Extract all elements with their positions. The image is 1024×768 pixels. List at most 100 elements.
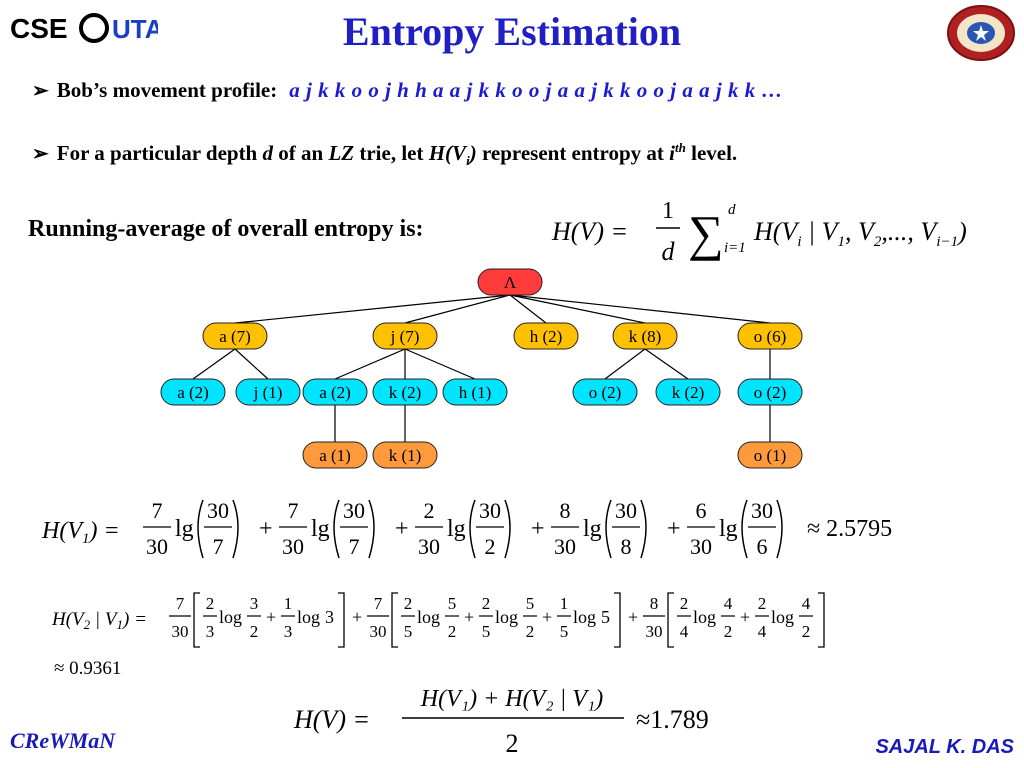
- bracket-left: [193, 592, 200, 648]
- frac-denominator: 30: [282, 534, 304, 559]
- frac-numerator: 1: [560, 594, 569, 613]
- trie-edge: [604, 348, 646, 380]
- trie-edge: [234, 294, 511, 324]
- svg-text:UTA: UTA: [112, 14, 158, 44]
- trie-node-label: k (8): [629, 327, 662, 346]
- page-title: Entropy Estimation: [342, 9, 682, 54]
- trie-node-shape: [160, 378, 226, 406]
- formula-h-v-average: H(V) = H(V₁) + H(V₂ | V₁) 2 ≈1.789: [293, 686, 709, 758]
- plus-sign: +: [266, 607, 276, 627]
- plus-sign: +: [531, 516, 545, 542]
- term-sub-i: i: [797, 234, 801, 250]
- sup-th: th: [675, 140, 686, 155]
- trie-node-shape: [737, 441, 803, 469]
- paren-right: [776, 499, 783, 559]
- lg-operator: lg: [175, 516, 194, 542]
- plus-sign: +: [464, 607, 474, 627]
- trie-edge: [234, 348, 269, 380]
- hv-den: 2: [506, 729, 519, 758]
- log-operator: log: [297, 607, 320, 627]
- frac-num: 1: [662, 198, 674, 224]
- approx-h2-result: ≈ 0.9361: [54, 658, 122, 679]
- frac-numerator: 4: [802, 594, 811, 613]
- lg-operator: lg: [719, 516, 738, 542]
- plus-sign: +: [259, 516, 273, 542]
- trie-node-label: k (2): [389, 383, 422, 402]
- hv-result: ≈1.789: [636, 705, 709, 734]
- plus-sign: +: [628, 607, 638, 627]
- trie-node-shape: [302, 441, 368, 469]
- lg-operator: lg: [447, 516, 466, 542]
- log-operator: log: [417, 607, 440, 627]
- term-sub-1: 1: [838, 234, 846, 250]
- trie-node: a (2): [160, 378, 226, 406]
- bullet-depth-definition: ➢ For a particular depth d of an LZ trie,…: [32, 140, 737, 169]
- trie-node-label: a (7): [219, 327, 251, 346]
- term-end: ): [956, 217, 967, 246]
- lz-trie: Λa (7) j (7) h (2) k (8) o (6) a (2) j (1) a (2…: [160, 268, 803, 469]
- svg-text:H(Vi | V1, V2,..., Vi−1): H(Vi | V1, V2,..., Vi−1): [753, 217, 967, 250]
- bullet-label: Bob’s movement profile:: [56, 78, 278, 102]
- log-operator: log: [219, 607, 242, 627]
- frac-denominator: 30: [172, 622, 189, 641]
- paren-right: [368, 499, 375, 559]
- paren-close: ): [469, 141, 477, 165]
- frac-numerator: 5: [526, 594, 535, 613]
- frac-denominator: 8: [621, 534, 632, 559]
- frac-denominator: 4: [680, 622, 689, 641]
- frac-numerator: 5: [448, 594, 457, 613]
- frac-denominator: 3: [206, 622, 215, 641]
- h2-lhs: H(V2 | V1) =: [51, 609, 147, 632]
- sum-top: d: [728, 202, 736, 218]
- paren-left: [197, 499, 204, 559]
- term-dots: ,..., V: [881, 217, 939, 246]
- frac-denominator: 4: [758, 622, 767, 641]
- log-operator: log: [495, 607, 518, 627]
- paren-left: [469, 499, 476, 559]
- term-sub-2: 2: [874, 234, 882, 250]
- frac-denominator: 2: [724, 622, 733, 641]
- trie-node-label: h (1): [459, 383, 492, 402]
- trie-node: j (1): [235, 378, 301, 406]
- frac-numerator: 30: [751, 498, 773, 523]
- trie-root: Λ: [477, 268, 543, 296]
- text-part: trie, let: [354, 141, 429, 165]
- trie-edge: [404, 348, 476, 380]
- trie-node-shape: [442, 378, 508, 406]
- movement-sequence: a j k k o o j h h a a j k k o o j a a j …: [289, 78, 783, 102]
- trie-node: j (7): [372, 322, 438, 350]
- frac-numerator: 2: [482, 594, 491, 613]
- sum-symbol: ∑: [688, 205, 724, 261]
- log-argument: 5: [601, 607, 610, 627]
- var-i: i: [669, 141, 676, 165]
- frac-denominator: 2: [485, 534, 496, 559]
- frac-numerator: 6: [696, 498, 707, 523]
- trie-node-shape: [655, 378, 721, 406]
- trie-node-shape: [202, 322, 268, 350]
- var-d: d: [262, 141, 274, 165]
- term-mid: | V: [802, 217, 841, 246]
- arrow-bullet-icon: ➢: [32, 80, 49, 102]
- trie-node: k (1): [372, 441, 438, 469]
- frac-denominator: 6: [757, 534, 768, 559]
- frac-numerator: 30: [343, 498, 365, 523]
- frac-numerator: 1: [284, 594, 293, 613]
- frac-denominator: 2: [526, 622, 535, 641]
- trie-node-label: k (2): [672, 383, 705, 402]
- bullet-movement-profile: ➢ Bob’s movement profile: a j k k o o j h …: [32, 78, 783, 103]
- frac-numerator: 30: [207, 498, 229, 523]
- log-argument: 3: [325, 607, 334, 627]
- text-part: For a particular depth: [56, 141, 263, 165]
- trie-node-label: a (2): [177, 383, 209, 402]
- bracket-left: [391, 592, 398, 648]
- trie-edge: [334, 348, 406, 380]
- frac-numerator: 3: [250, 594, 259, 613]
- trie-node-shape: [372, 378, 438, 406]
- frac-numerator: 7: [176, 594, 185, 613]
- frac-numerator: 8: [560, 498, 571, 523]
- trie-node: h (2): [513, 322, 579, 350]
- running-average-formula: H(V) = 1 d ∑ d i=1 H(Vi | V1, V2,..., Vi…: [551, 198, 967, 266]
- term-sub-last: i−1: [936, 234, 958, 250]
- frac-denominator: 2: [802, 622, 811, 641]
